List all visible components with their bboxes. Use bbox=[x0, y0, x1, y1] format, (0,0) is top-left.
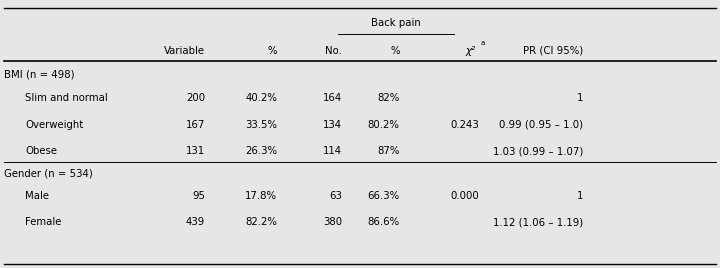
Text: Slim and normal: Slim and normal bbox=[25, 93, 108, 103]
Text: 1.12 (1.06 – 1.19): 1.12 (1.06 – 1.19) bbox=[493, 217, 583, 228]
Text: 1: 1 bbox=[577, 191, 583, 201]
Text: 114: 114 bbox=[323, 146, 342, 157]
Text: PR (CI 95%): PR (CI 95%) bbox=[523, 46, 583, 56]
Text: %: % bbox=[268, 46, 277, 56]
Text: Obese: Obese bbox=[25, 146, 57, 157]
Text: 1.03 (0.99 – 1.07): 1.03 (0.99 – 1.07) bbox=[492, 146, 583, 157]
Text: 40.2%: 40.2% bbox=[246, 93, 277, 103]
Text: 1: 1 bbox=[577, 93, 583, 103]
Text: 0.000: 0.000 bbox=[450, 191, 479, 201]
Text: 95: 95 bbox=[192, 191, 205, 201]
Text: 86.6%: 86.6% bbox=[367, 217, 400, 228]
Text: χ²: χ² bbox=[465, 46, 475, 56]
Text: 167: 167 bbox=[186, 120, 205, 130]
Text: 131: 131 bbox=[186, 146, 205, 157]
Text: Variable: Variable bbox=[164, 46, 205, 56]
Text: Male: Male bbox=[25, 191, 49, 201]
Text: 380: 380 bbox=[323, 217, 342, 228]
Text: 134: 134 bbox=[323, 120, 342, 130]
Text: BMI (n = 498): BMI (n = 498) bbox=[4, 69, 74, 79]
Text: 0.243: 0.243 bbox=[450, 120, 479, 130]
Text: 82.2%: 82.2% bbox=[246, 217, 277, 228]
Text: %: % bbox=[390, 46, 400, 56]
Text: Overweight: Overweight bbox=[25, 120, 84, 130]
Text: Female: Female bbox=[25, 217, 62, 228]
Text: No.: No. bbox=[325, 46, 342, 56]
Text: a: a bbox=[480, 40, 485, 46]
Text: Back pain: Back pain bbox=[371, 18, 421, 28]
Text: 87%: 87% bbox=[377, 146, 400, 157]
Text: 17.8%: 17.8% bbox=[246, 191, 277, 201]
Text: 0.99 (0.95 – 1.0): 0.99 (0.95 – 1.0) bbox=[499, 120, 583, 130]
Text: 82%: 82% bbox=[377, 93, 400, 103]
Text: Gender (n = 534): Gender (n = 534) bbox=[4, 169, 92, 178]
Text: 439: 439 bbox=[186, 217, 205, 228]
Text: 33.5%: 33.5% bbox=[246, 120, 277, 130]
Text: 80.2%: 80.2% bbox=[368, 120, 400, 130]
Text: 200: 200 bbox=[186, 93, 205, 103]
Text: 66.3%: 66.3% bbox=[367, 191, 400, 201]
Text: 26.3%: 26.3% bbox=[246, 146, 277, 157]
Text: 164: 164 bbox=[323, 93, 342, 103]
Text: 63: 63 bbox=[329, 191, 342, 201]
